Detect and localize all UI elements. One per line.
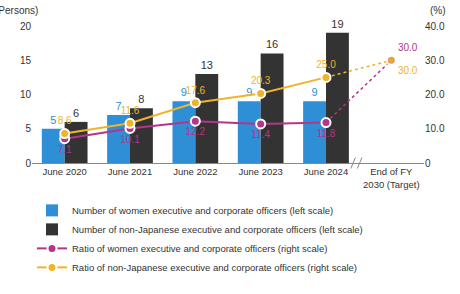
svg-text:Ratio of non-Japanese executiv: Ratio of non-Japanese executive and corp… bbox=[72, 262, 357, 273]
svg-text:9: 9 bbox=[181, 86, 187, 98]
svg-text:30.0: 30.0 bbox=[398, 65, 418, 76]
svg-text:30.0: 30.0 bbox=[425, 55, 445, 66]
svg-text:19: 19 bbox=[331, 18, 343, 30]
svg-text:7: 7 bbox=[116, 100, 122, 112]
svg-text:13: 13 bbox=[201, 59, 213, 71]
svg-text:7.1: 7.1 bbox=[58, 144, 72, 155]
svg-text:End of FY2030 (Target): End of FY2030 (Target) bbox=[363, 166, 420, 189]
svg-text:11.4: 11.4 bbox=[251, 129, 270, 140]
svg-text:15: 15 bbox=[20, 55, 32, 66]
svg-text:8.6: 8.6 bbox=[58, 115, 72, 126]
svg-text:5: 5 bbox=[25, 123, 31, 134]
svg-text:8: 8 bbox=[138, 93, 144, 105]
svg-text:June 2022: June 2022 bbox=[173, 166, 217, 177]
svg-text:17.6: 17.6 bbox=[186, 85, 206, 96]
svg-text:10.0: 10.0 bbox=[425, 123, 445, 134]
svg-text:9: 9 bbox=[312, 86, 318, 98]
svg-text:25.0: 25.0 bbox=[316, 59, 336, 70]
svg-text:June 2021: June 2021 bbox=[108, 166, 152, 177]
svg-text:Number of women executive and: Number of women executive and corporate … bbox=[72, 205, 333, 216]
svg-text:0: 0 bbox=[425, 158, 431, 169]
svg-text:16: 16 bbox=[266, 38, 278, 50]
svg-text:11.6: 11.6 bbox=[121, 105, 140, 116]
svg-text:(%): (%) bbox=[430, 5, 446, 16]
svg-text:June 2023: June 2023 bbox=[238, 166, 282, 177]
svg-text:9: 9 bbox=[246, 86, 252, 98]
svg-text:40.0: 40.0 bbox=[425, 21, 445, 32]
svg-text:0: 0 bbox=[25, 158, 31, 169]
svg-text:10.1: 10.1 bbox=[120, 134, 140, 145]
svg-text:(Persons): (Persons) bbox=[0, 5, 38, 16]
svg-text:20.0: 20.0 bbox=[425, 89, 445, 100]
svg-text:10: 10 bbox=[20, 89, 32, 100]
svg-text:20: 20 bbox=[20, 21, 32, 32]
svg-text:June 2024: June 2024 bbox=[304, 166, 348, 177]
svg-text:6: 6 bbox=[73, 107, 79, 119]
svg-text:11.8: 11.8 bbox=[317, 128, 336, 139]
svg-text:12.2: 12.2 bbox=[186, 126, 206, 137]
svg-text:20.3: 20.3 bbox=[251, 75, 271, 86]
svg-text:June 2020: June 2020 bbox=[42, 166, 86, 177]
svg-text:30.0: 30.0 bbox=[398, 42, 418, 53]
svg-text:Number of non-Japanese executi: Number of non-Japanese executive and cor… bbox=[72, 224, 363, 235]
svg-text:Ratio of women executive and c: Ratio of women executive and corporate o… bbox=[72, 243, 327, 254]
svg-text:5: 5 bbox=[50, 114, 56, 126]
